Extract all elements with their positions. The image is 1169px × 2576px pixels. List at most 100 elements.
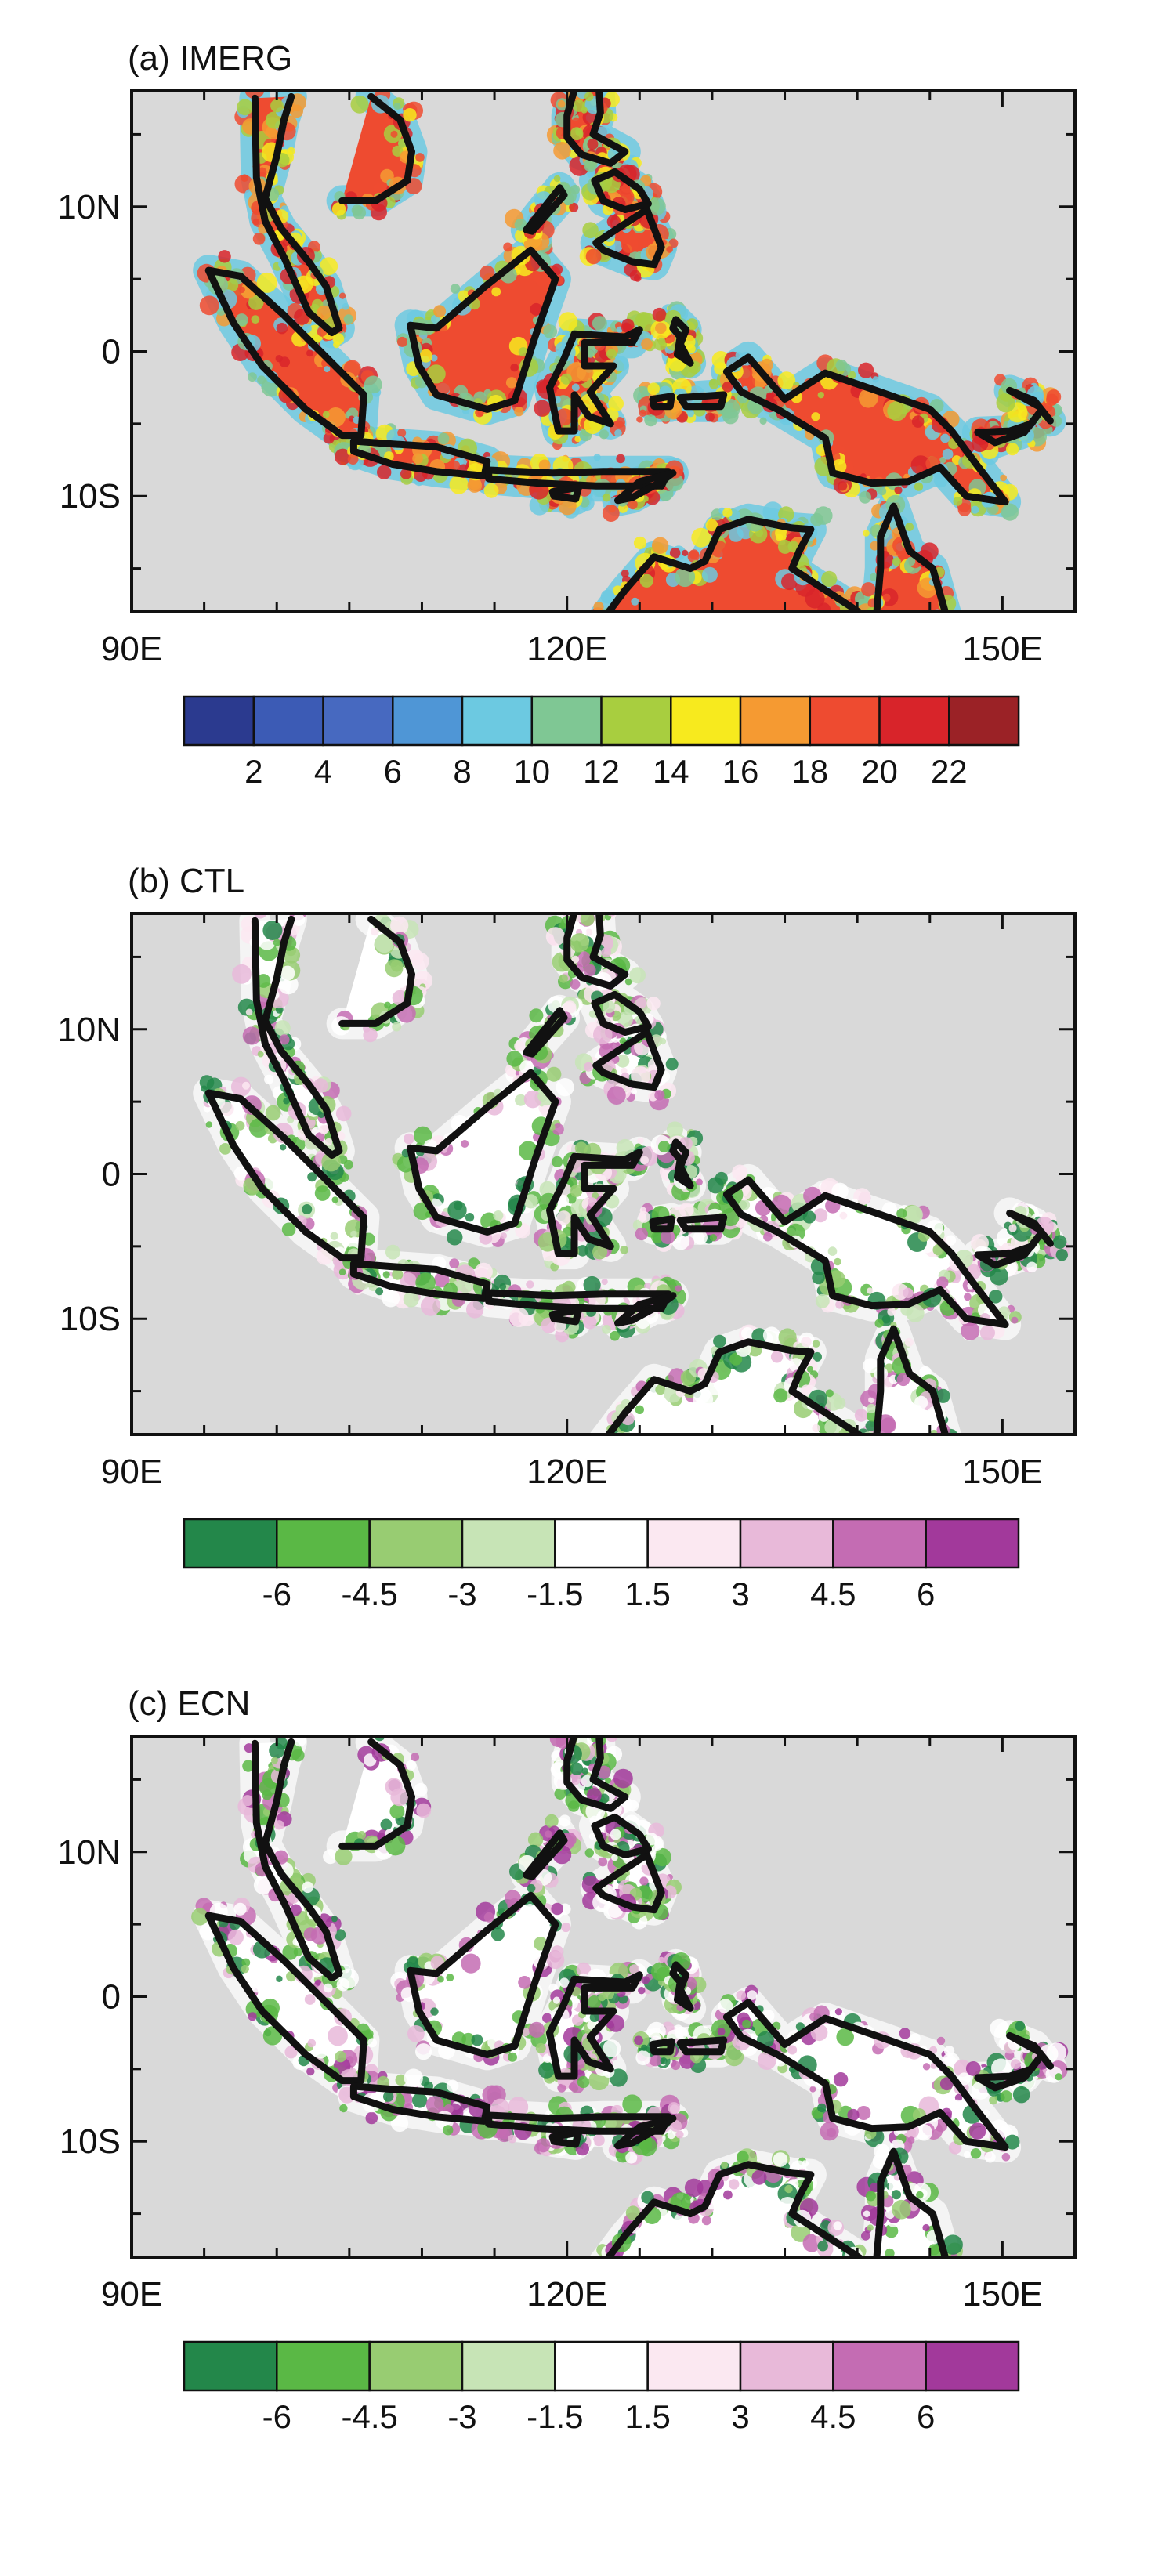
coast-malay-peninsula <box>251 1738 343 1981</box>
panel-title: (b) CTL <box>128 862 244 900</box>
colorbar: 2 4 6 8 10 12 14 16 18 20 22 <box>183 695 1020 790</box>
colorbar: -6 -4.5 -3 -1.5 1.5 3 4.5 6 <box>183 1518 1020 1612</box>
colorbar-label: 3 <box>731 1576 749 1612</box>
coast-flores-sumba <box>548 2129 582 2148</box>
lat-label: 0 <box>102 333 121 371</box>
coast-mindanao <box>592 206 665 269</box>
coast-australia-top-end <box>604 2161 865 2257</box>
coast-borneo <box>407 1069 559 1236</box>
colorbar-swatch <box>646 1518 742 1569</box>
coast-sulawesi <box>546 1971 643 2080</box>
coast-cape-york <box>873 1325 950 1435</box>
colorbar-swatch <box>832 1518 927 1569</box>
coast-lesser-sunda <box>485 466 672 490</box>
coast-flores-sumba <box>548 483 582 503</box>
coast-sumatra <box>204 266 367 440</box>
lat-label: 10N <box>57 1011 121 1049</box>
colorbar-swatch <box>276 2340 371 2392</box>
colorbar-swatch <box>461 1518 556 1569</box>
coast-luzon <box>563 91 629 167</box>
coast-borneo <box>407 1891 559 2058</box>
coast-visayas <box>591 1813 652 1858</box>
colorbar-label: 6 <box>384 753 402 790</box>
colorbar-swatch <box>739 1518 834 1569</box>
colorbar-swatch <box>461 2340 556 2392</box>
coast-palawan <box>523 1829 568 1880</box>
coast-buru <box>649 2038 675 2056</box>
coast-luzon <box>563 914 629 990</box>
colorbar-swatch <box>925 1518 1020 1569</box>
coast-java <box>349 1260 491 1302</box>
colorbar-swatch <box>392 695 464 747</box>
colorbar-swatch <box>252 695 324 747</box>
colorbar-swatch <box>646 2340 742 2392</box>
coast-borneo <box>407 246 559 413</box>
coast-seram <box>676 391 728 411</box>
colorbar-label: 4 <box>314 753 332 790</box>
coastline <box>204 914 1054 1435</box>
colorbar-label: 4.5 <box>810 1576 856 1612</box>
colorbar-label: -6 <box>262 2398 291 2435</box>
coast-cape-york <box>873 502 950 612</box>
colorbar-label: 1.5 <box>625 1576 671 1612</box>
colorbar-swatch <box>461 695 534 747</box>
colorbar-label: -1.5 <box>527 2398 583 2435</box>
panel-2: (b) CTL 10N 0 10S 90E 120E 150E -6 -4.5 -3 -1.5 1.5… <box>57 862 1077 1612</box>
coast-flores-sumba <box>548 1306 582 1326</box>
coast-buru <box>649 393 675 411</box>
coast-new-guinea <box>722 353 1009 506</box>
coast-lesser-sunda <box>485 2111 672 2135</box>
coast-visayas <box>591 168 652 213</box>
colorbar-swatch <box>322 695 394 747</box>
lon-label: 90E <box>101 2275 162 2314</box>
colorbar-label: 20 <box>861 753 898 790</box>
colorbar-label: 6 <box>917 2398 935 2435</box>
colorbar-swatch <box>554 1518 649 1569</box>
coast-sulawesi <box>546 1149 643 1257</box>
lat-label: 10N <box>57 1833 121 1872</box>
colorbar-swatch <box>878 695 950 747</box>
coast-timor <box>614 1292 677 1327</box>
colorbar-swatch <box>670 695 742 747</box>
coast-seram <box>676 1214 728 1233</box>
colorbar: -6 -4.5 -3 -1.5 1.5 3 4.5 6 <box>183 2340 1020 2435</box>
colorbar-label: -1.5 <box>527 1576 583 1612</box>
coast-lesser-sunda <box>485 1289 672 1312</box>
colorbar-swatch <box>554 2340 649 2392</box>
coast-sumatra <box>204 1089 367 1262</box>
coast-java <box>349 2082 491 2125</box>
coast-indochina <box>338 92 415 204</box>
lon-label: 120E <box>527 1453 607 1491</box>
lat-label: 10S <box>60 1300 121 1338</box>
coast-halmahera <box>669 1961 694 2012</box>
colorbar-label: 16 <box>722 753 759 790</box>
lat-label: 10N <box>57 188 121 226</box>
colorbar-label: 14 <box>653 753 689 790</box>
coast-buru <box>649 1215 675 1233</box>
colorbar-swatch <box>925 2340 1020 2392</box>
coast-seram <box>676 2036 728 2056</box>
coastline <box>204 91 1054 612</box>
panel-3: (c) ECN 10N 0 10S 90E 120E 150E -6 -4.5 -3 -1.5 1.5… <box>57 1684 1077 2435</box>
colorbar-label: -4.5 <box>342 2398 398 2435</box>
colorbar-swatch <box>739 695 812 747</box>
colorbar-swatch <box>183 695 255 747</box>
coast-malay-peninsula <box>251 915 343 1159</box>
lon-label: 150E <box>962 1453 1043 1491</box>
colorbar-swatch <box>276 1518 371 1569</box>
coast-new-guinea <box>722 1176 1009 1329</box>
lat-label: 10S <box>60 477 121 516</box>
colorbar-label: 10 <box>513 753 550 790</box>
coast-visayas <box>591 990 652 1036</box>
axis-ticks <box>130 91 1077 612</box>
coast-australia-top-end <box>604 1338 865 1435</box>
colorbar-label: -3 <box>447 2398 476 2435</box>
coast-java <box>349 437 491 479</box>
coast-new-ireland <box>1006 386 1054 425</box>
coast-cape-york <box>873 2147 950 2257</box>
axis-ticks <box>130 1736 1077 2257</box>
lat-label: 0 <box>102 1978 121 2017</box>
colorbar-swatch <box>739 2340 834 2392</box>
colorbar-label: 3 <box>731 2398 749 2435</box>
colorbar-swatch <box>600 695 672 747</box>
